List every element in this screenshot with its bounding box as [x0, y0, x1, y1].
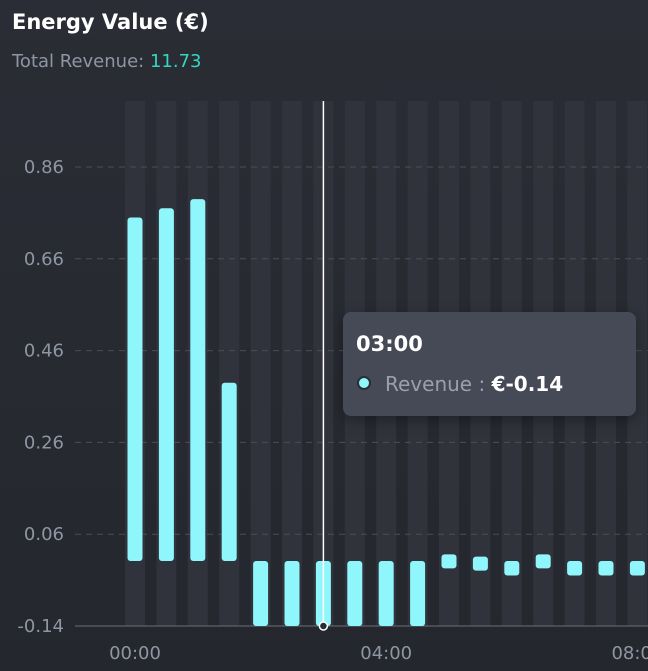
tooltip-value: €-0.14: [491, 372, 564, 396]
hover-column[interactable]: [282, 101, 302, 626]
bar[interactable]: [441, 554, 457, 569]
bar[interactable]: [284, 561, 300, 626]
tooltip-time: 03:00: [356, 332, 423, 356]
bar[interactable]: [410, 561, 426, 626]
x-axis-labels: 00:00 04:00 08:00: [109, 643, 648, 664]
bar[interactable]: [535, 554, 551, 569]
bar[interactable]: [221, 382, 237, 561]
x-tick-label: 08:00: [611, 643, 648, 664]
bar[interactable]: [472, 556, 488, 571]
bar-series: [127, 199, 645, 626]
y-tick-label: -0.14: [17, 616, 64, 637]
bar[interactable]: [127, 217, 143, 562]
bar[interactable]: [629, 561, 645, 576]
bar[interactable]: [253, 561, 269, 626]
bar[interactable]: [567, 561, 583, 576]
series-marker-icon: [357, 376, 371, 390]
y-tick-label: 0.86: [24, 157, 64, 178]
y-axis-labels: 0.86 0.66 0.46 0.26 0.06 -0.14: [17, 157, 64, 637]
bar[interactable]: [598, 561, 614, 576]
tooltip-series-label: Revenue :: [385, 372, 486, 396]
bar[interactable]: [504, 561, 520, 576]
bar[interactable]: [190, 199, 206, 561]
tooltip-row: Revenue : €-0.14: [357, 372, 563, 396]
bar[interactable]: [158, 208, 174, 561]
bar[interactable]: [347, 561, 363, 626]
x-tick-label: 00:00: [109, 643, 161, 664]
y-tick-label: 0.06: [24, 524, 64, 545]
y-tick-label: 0.46: [24, 341, 64, 362]
x-tick-label: 04:00: [360, 643, 412, 664]
total-revenue-value: 11.73: [149, 51, 202, 72]
chart-tooltip: 03:00 Revenue : €-0.14: [343, 312, 636, 416]
hover-column[interactable]: [627, 101, 648, 626]
bar[interactable]: [378, 561, 394, 626]
hover-cursor-dot: [318, 621, 329, 631]
chart-title: Energy Value (€): [12, 10, 209, 34]
total-revenue-label: Total Revenue:: [12, 51, 145, 72]
y-tick-label: 0.66: [24, 249, 64, 270]
hover-column[interactable]: [250, 101, 271, 626]
y-tick-label: 0.26: [24, 432, 64, 453]
chart-subtitle: Total Revenue: 11.73: [12, 51, 201, 72]
